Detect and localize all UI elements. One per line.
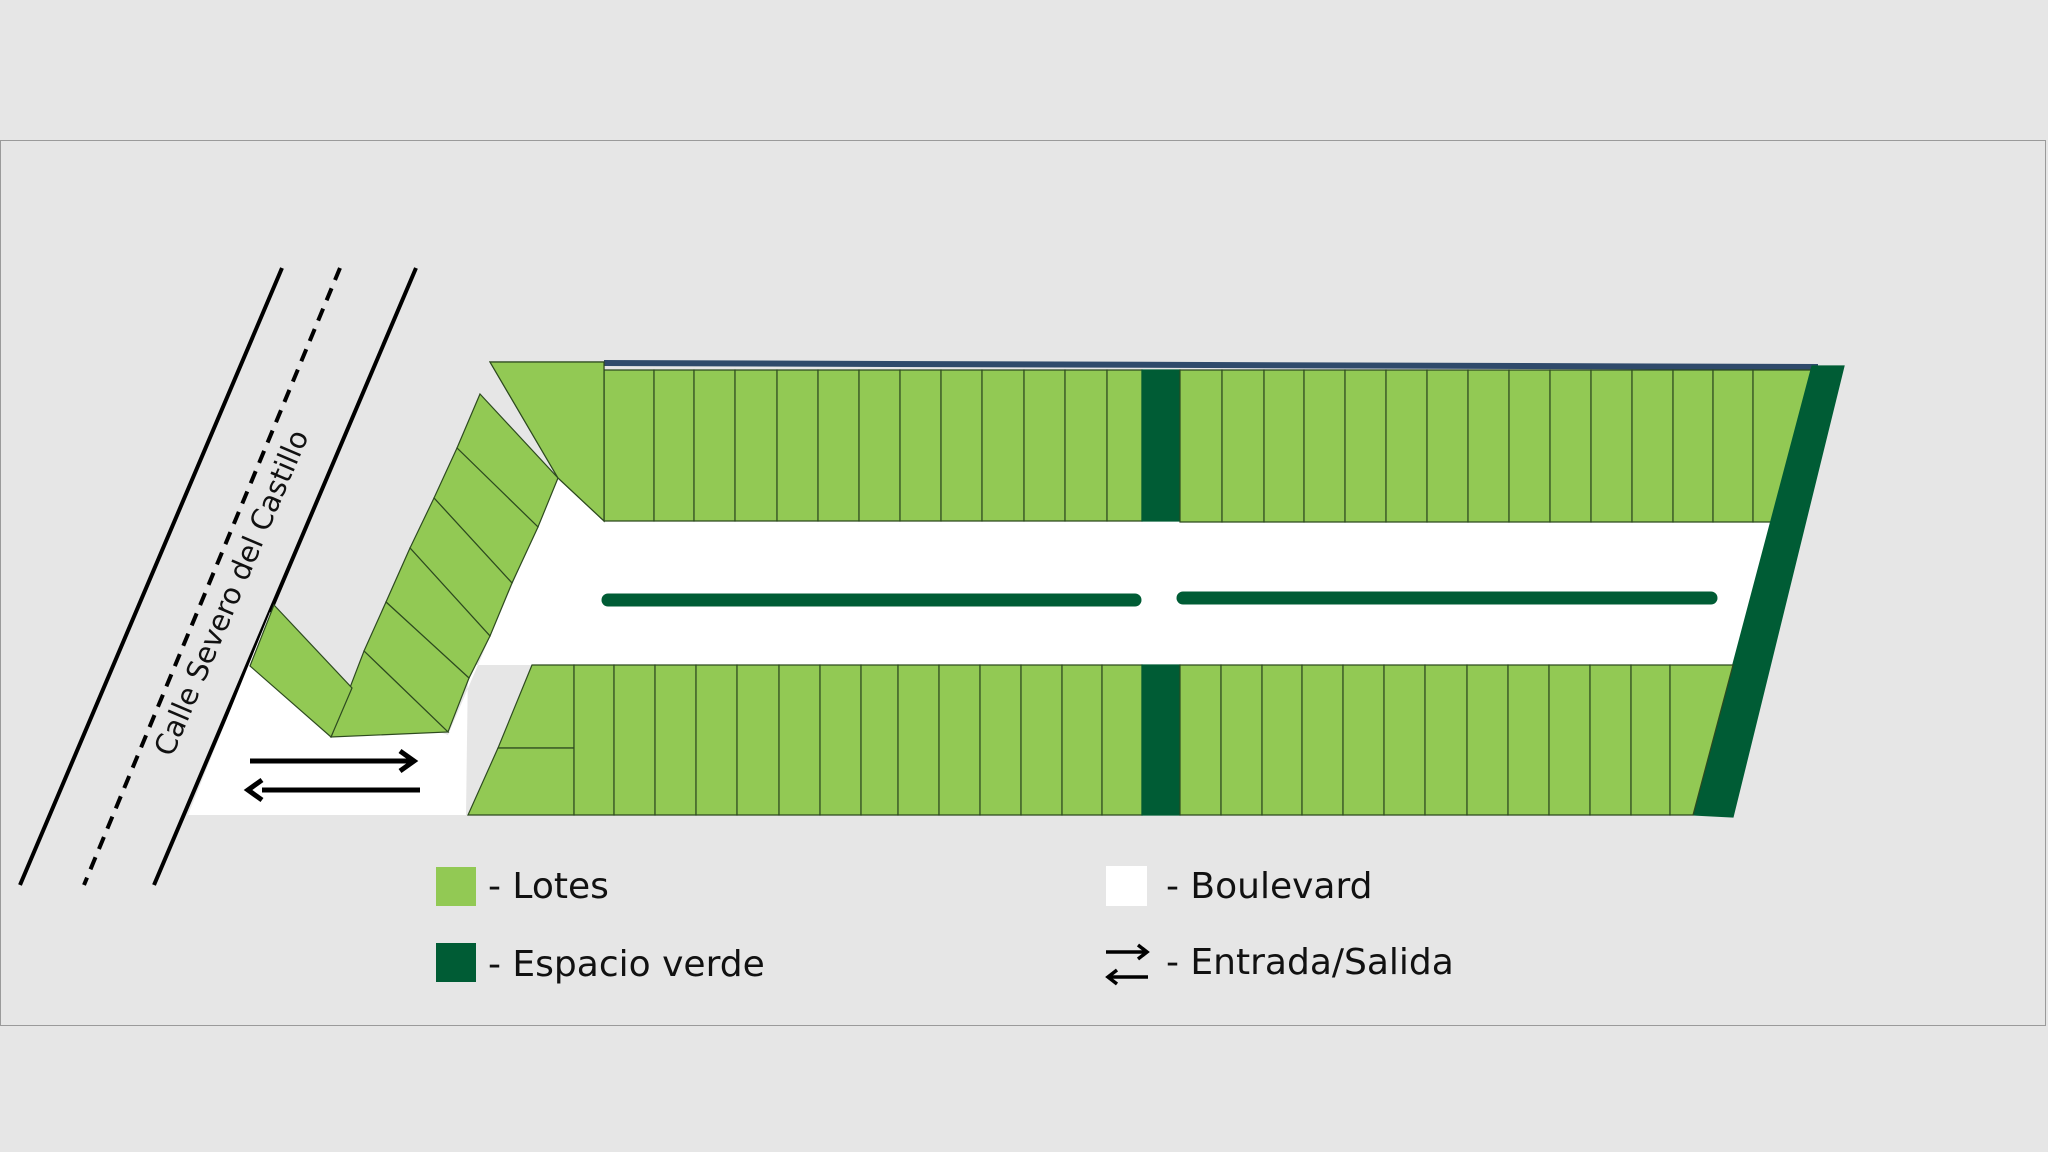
legend-item-entrada-salida: - Entrada/Salida — [1105, 942, 1454, 986]
lot — [1631, 369, 1674, 523]
legend-label-lotes: - Lotes — [488, 866, 609, 907]
lot — [1221, 369, 1265, 523]
lot — [778, 664, 821, 816]
lot — [1712, 369, 1754, 523]
lot — [858, 369, 901, 522]
north-boundary-line — [603, 360, 1819, 370]
lot — [981, 369, 1025, 522]
lot — [1179, 369, 1223, 523]
lot — [1220, 664, 1263, 816]
lot — [573, 664, 615, 816]
entrance-lots — [488, 361, 605, 523]
entrada-salida-icon — [1105, 943, 1150, 986]
lot — [1424, 664, 1468, 816]
street-center-line — [82, 267, 342, 886]
lot — [467, 747, 575, 816]
green-space-strip-top — [1141, 369, 1181, 522]
lot — [817, 369, 860, 522]
lot — [1669, 664, 1734, 816]
lots — [249, 360, 1845, 818]
arrow-out-head — [243, 777, 264, 803]
lot — [1064, 369, 1108, 522]
lot — [1020, 664, 1063, 816]
arrow-in-head — [398, 748, 419, 774]
lot — [249, 603, 353, 738]
legend-label-espacio-verde: - Espacio verde — [488, 944, 765, 985]
legend-swatch-boulevard — [1106, 866, 1147, 906]
lot — [1263, 369, 1305, 523]
lot — [736, 664, 780, 816]
lot — [1589, 664, 1632, 816]
lot — [1023, 369, 1066, 522]
lot — [1261, 664, 1303, 816]
lot — [497, 664, 575, 749]
lot — [1106, 369, 1143, 522]
legend-item-lotes: - Lotes — [436, 866, 609, 907]
lot — [1385, 369, 1428, 523]
legend: - Lotes - Espacio verde - Boulevard - En… — [436, 866, 1454, 986]
lot — [979, 664, 1022, 816]
lot — [653, 369, 695, 522]
medians — [601, 591, 1718, 607]
lot — [819, 664, 862, 816]
lot — [695, 664, 738, 816]
legend-swatch-espacio-verde — [436, 943, 476, 982]
green-space-strip-bottom — [1141, 664, 1181, 816]
lot — [938, 664, 981, 816]
legend-label-entrada-salida: - Entrada/Salida — [1166, 942, 1454, 983]
lot — [1630, 664, 1671, 816]
lot — [897, 664, 940, 816]
lot — [1549, 369, 1592, 523]
street-edge-right — [152, 267, 418, 886]
lot — [654, 664, 697, 816]
lot — [1508, 369, 1551, 523]
lot — [899, 369, 942, 522]
boulevard-main-strip — [498, 478, 1772, 665]
lot — [1061, 664, 1103, 816]
lot — [1179, 664, 1222, 816]
lot — [1507, 664, 1550, 816]
lot — [1672, 369, 1714, 523]
lot — [1467, 369, 1510, 523]
legend-label-boulevard: - Boulevard — [1166, 866, 1373, 907]
legend-item-espacio-verde: - Espacio verde — [436, 943, 765, 985]
lot — [1101, 664, 1143, 816]
lot — [488, 361, 605, 523]
lot — [693, 369, 736, 522]
lot — [613, 664, 656, 816]
lot — [734, 369, 778, 522]
lot — [1466, 664, 1509, 816]
lot — [1344, 369, 1387, 523]
lot — [1342, 664, 1385, 816]
lot — [1548, 664, 1591, 816]
lot — [1303, 369, 1346, 523]
lot — [940, 369, 983, 522]
entrance-arrows — [243, 748, 420, 803]
lot — [1590, 369, 1633, 523]
street-edge-left — [18, 267, 284, 886]
lot — [776, 369, 819, 522]
legend-item-boulevard: - Boulevard — [1106, 866, 1373, 907]
legend-swatch-lotes — [436, 867, 476, 906]
lot — [603, 369, 655, 522]
lot — [1301, 664, 1344, 816]
lot — [860, 664, 899, 816]
lot — [1383, 664, 1426, 816]
lot — [1426, 369, 1469, 523]
boulevard — [188, 478, 1772, 815]
